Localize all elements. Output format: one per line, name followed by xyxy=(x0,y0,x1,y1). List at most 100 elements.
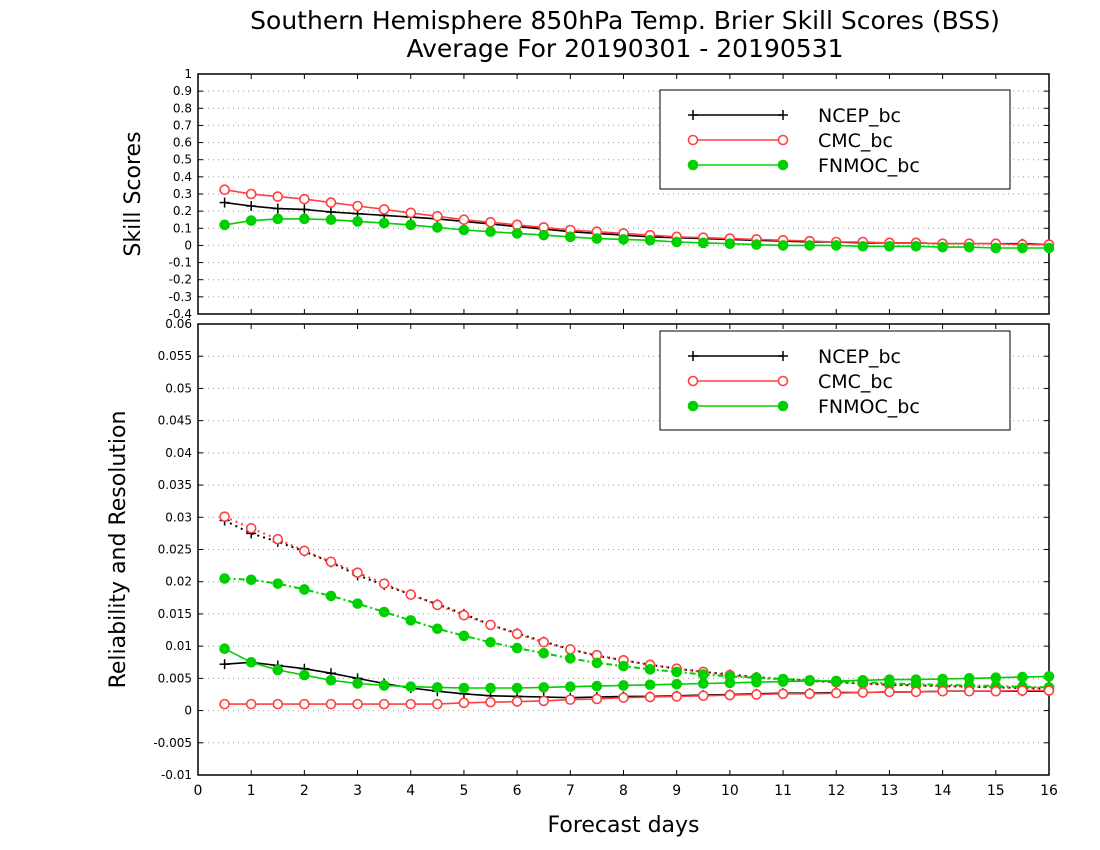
data-point xyxy=(1043,671,1055,682)
data-point xyxy=(272,664,284,676)
data-point xyxy=(697,690,709,702)
x-tick-label: 15 xyxy=(987,783,1005,799)
y-tick-label: 0.025 xyxy=(158,543,192,557)
data-point xyxy=(432,682,443,693)
x-tick-label: 7 xyxy=(566,783,575,799)
y-tick-label: -0.2 xyxy=(169,273,192,287)
y-tick-label: 0.8 xyxy=(173,101,192,115)
data-point xyxy=(804,675,815,687)
data-point xyxy=(990,685,1002,697)
data-point xyxy=(378,606,390,618)
x-tick-label: 12 xyxy=(827,783,845,799)
legend-label: CMC_bc xyxy=(818,130,893,152)
x-tick-label: 6 xyxy=(513,783,522,799)
legend-label: CMC_bc xyxy=(818,371,893,393)
data-point xyxy=(963,673,975,684)
data-point xyxy=(378,217,390,229)
data-point xyxy=(299,193,310,205)
legend-marker xyxy=(778,351,788,361)
x-tick-label: 3 xyxy=(353,783,362,799)
data-point xyxy=(485,696,496,708)
plot-frame xyxy=(197,73,1050,315)
legend-marker xyxy=(777,400,789,412)
data-point xyxy=(1017,242,1028,254)
data-point xyxy=(485,216,496,228)
chart-title-line1: Southern Hemisphere 850hPa Temp. Brier S… xyxy=(250,6,1000,35)
data-point xyxy=(565,653,576,664)
data-point xyxy=(804,688,815,700)
data-point xyxy=(405,698,417,710)
x-tick-label: 11 xyxy=(774,783,792,799)
data-point xyxy=(618,680,629,691)
data-point xyxy=(219,698,230,710)
data-point xyxy=(724,689,736,701)
data-point xyxy=(245,215,257,226)
data-point xyxy=(458,630,470,642)
legend-marker xyxy=(688,110,698,120)
y-tick-label: 0.2 xyxy=(173,204,192,218)
x-axis-label: Forecast days xyxy=(547,813,699,838)
data-point xyxy=(458,214,470,226)
data-point xyxy=(219,659,230,670)
data-point xyxy=(538,682,550,693)
legend: NCEP_bc CMC_bc FNMOC_bc xyxy=(659,89,1011,190)
data-point xyxy=(432,623,443,635)
data-point xyxy=(538,695,550,707)
data-point xyxy=(565,681,576,693)
data-point xyxy=(299,698,310,710)
y-tick-label: 0 xyxy=(184,704,192,718)
x-tick-label: 5 xyxy=(459,783,468,799)
data-point xyxy=(458,609,470,621)
y-tick-label: -0.005 xyxy=(153,736,192,750)
data-point xyxy=(910,686,922,698)
data-point xyxy=(272,191,284,202)
data-point xyxy=(671,691,682,702)
data-point xyxy=(511,642,523,654)
y-tick-label: 1 xyxy=(184,67,192,81)
data-point xyxy=(565,644,576,655)
legend-label: NCEP_bc xyxy=(818,346,901,368)
data-point xyxy=(751,676,762,688)
data-point xyxy=(405,615,417,626)
y-tick-label: 0.6 xyxy=(173,136,192,150)
data-point xyxy=(565,694,576,705)
data-point xyxy=(644,691,656,703)
data-point xyxy=(538,647,550,659)
plot-frame xyxy=(197,323,1050,776)
data-point xyxy=(352,216,363,227)
data-point xyxy=(219,573,230,584)
x-tick-label: 14 xyxy=(934,783,952,799)
data-point xyxy=(219,643,230,655)
legend-label: FNMOC_bc xyxy=(818,396,920,418)
legend-marker xyxy=(687,159,699,171)
y-tick-label: 0.4 xyxy=(173,170,192,184)
data-point xyxy=(591,233,603,244)
data-point xyxy=(378,204,390,215)
y-tick-label: 0.3 xyxy=(173,187,192,201)
data-point xyxy=(378,698,390,710)
data-point xyxy=(325,674,337,686)
data-point xyxy=(777,688,789,700)
legend-marker xyxy=(687,375,699,387)
data-point xyxy=(857,687,869,698)
data-point xyxy=(272,578,284,589)
data-point xyxy=(325,556,337,568)
data-point xyxy=(671,666,682,678)
legend-marker xyxy=(688,351,698,361)
y-tick-label: 0.03 xyxy=(165,510,192,524)
data-point xyxy=(219,197,230,208)
data-point xyxy=(219,219,230,231)
data-point xyxy=(724,677,736,689)
data-point xyxy=(511,219,523,231)
data-point xyxy=(325,590,337,602)
x-tick-label: 2 xyxy=(300,783,309,799)
data-point xyxy=(644,679,656,691)
data-point xyxy=(937,241,948,253)
y-tick-label: 0.9 xyxy=(173,84,192,98)
data-point xyxy=(272,203,283,214)
data-point xyxy=(857,240,869,252)
data-point xyxy=(963,241,975,253)
data-point xyxy=(352,698,363,710)
series-cmc-bc-reliability xyxy=(219,685,1055,710)
